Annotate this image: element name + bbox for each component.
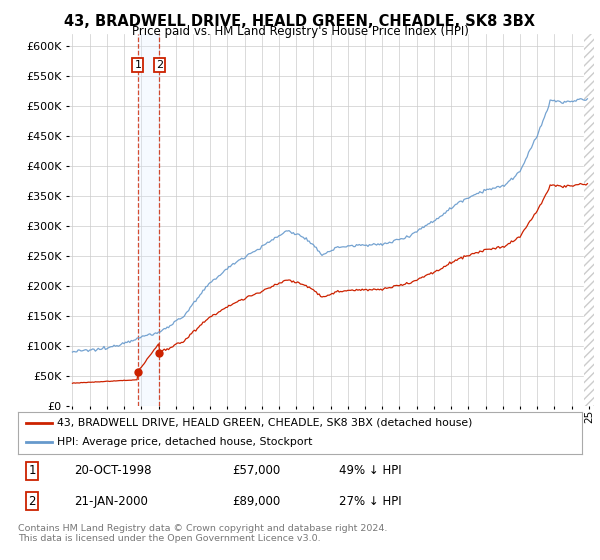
Text: Contains HM Land Registry data © Crown copyright and database right 2024.
This d: Contains HM Land Registry data © Crown c… [18,524,388,543]
Bar [138,34,160,406]
Text: HPI: Average price, detached house, Stockport: HPI: Average price, detached house, Stoc… [58,437,313,447]
Text: 20-OCT-1998: 20-OCT-1998 [74,464,152,477]
Text: 49% ↓ HPI: 49% ↓ HPI [340,464,402,477]
Text: 1: 1 [134,60,142,70]
Text: Price paid vs. HM Land Registry's House Price Index (HPI): Price paid vs. HM Land Registry's House … [131,25,469,38]
Text: 27% ↓ HPI: 27% ↓ HPI [340,494,402,507]
Text: 1: 1 [28,464,36,477]
Text: 43, BRADWELL DRIVE, HEALD GREEN, CHEADLE, SK8 3BX (detached house): 43, BRADWELL DRIVE, HEALD GREEN, CHEADLE… [58,418,473,428]
Text: 21-JAN-2000: 21-JAN-2000 [74,494,148,507]
Bar [584,34,594,406]
Text: £57,000: £57,000 [232,464,281,477]
Text: 2: 2 [28,494,36,507]
Text: 2: 2 [156,60,163,70]
Text: £89,000: £89,000 [232,494,281,507]
Bar [584,34,594,406]
Text: 43, BRADWELL DRIVE, HEALD GREEN, CHEADLE, SK8 3BX: 43, BRADWELL DRIVE, HEALD GREEN, CHEADLE… [65,14,536,29]
